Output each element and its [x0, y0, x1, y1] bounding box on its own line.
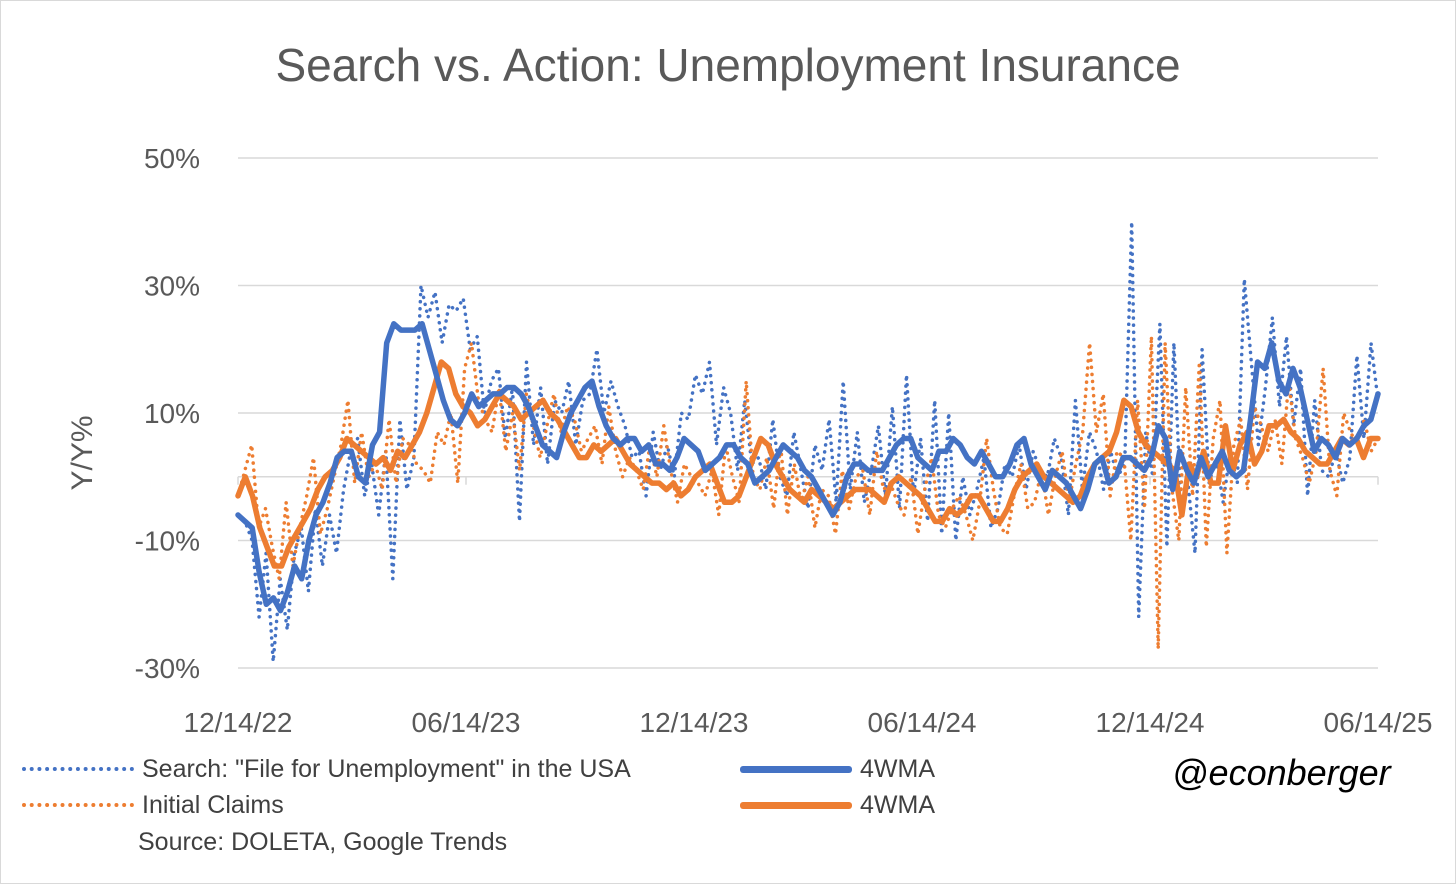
- series-line-solid-blue: [235, 321, 1381, 614]
- legend-label: 4WMA: [860, 754, 935, 783]
- legend-item-search: Search: "File for Unemployment" in the U…: [22, 754, 631, 784]
- y-tick-label: 50%: [144, 143, 200, 174]
- legend-swatch-dotted-orange: [22, 803, 134, 807]
- legend-item-search-4wma: 4WMA: [740, 754, 935, 784]
- source-note: Source: DOLETA, Google Trends: [138, 828, 508, 856]
- x-tick-labels: 12/14/22 06/14/23 12/14/23 06/14/24 12/14/24…: [184, 707, 1433, 738]
- y-tick-label: 30%: [144, 271, 200, 302]
- chart-title: Search vs. Action: Unemployment Insuranc…: [275, 39, 1181, 91]
- series-lines: [235, 220, 1381, 664]
- legend-label: 4WMA: [860, 790, 935, 819]
- x-tick-label: 06/14/25: [1324, 707, 1433, 738]
- x-tick-label: 06/14/23: [412, 707, 521, 738]
- y-tick-label: 10%: [144, 398, 200, 429]
- legend-label: Search: "File for Unemployment" in the U…: [142, 754, 631, 783]
- x-tick-label: 12/14/24: [1096, 707, 1205, 738]
- x-tick-label: 06/14/24: [868, 707, 977, 738]
- series-line-dotted-blue: [236, 220, 1380, 664]
- x-tick-label: 12/14/22: [184, 707, 293, 738]
- legend-swatch-dotted-blue: [22, 767, 134, 771]
- legend-swatch-solid-blue: [740, 765, 852, 773]
- legend-swatch-solid-orange: [740, 801, 852, 809]
- legend-label: Initial Claims: [142, 790, 284, 819]
- legend-item-initial-claims: Initial Claims: [22, 790, 284, 820]
- y-axis-title: Y/Y%: [66, 415, 99, 490]
- author-handle: @econberger: [1172, 752, 1391, 793]
- legend-item-claims-4wma: 4WMA: [740, 790, 935, 820]
- y-tick-labels: 50% 30% 10% -10% -30%: [135, 143, 200, 684]
- x-tick-label: 12/14/23: [640, 707, 749, 738]
- y-tick-label: -10%: [135, 526, 200, 557]
- y-tick-label: -30%: [135, 653, 200, 684]
